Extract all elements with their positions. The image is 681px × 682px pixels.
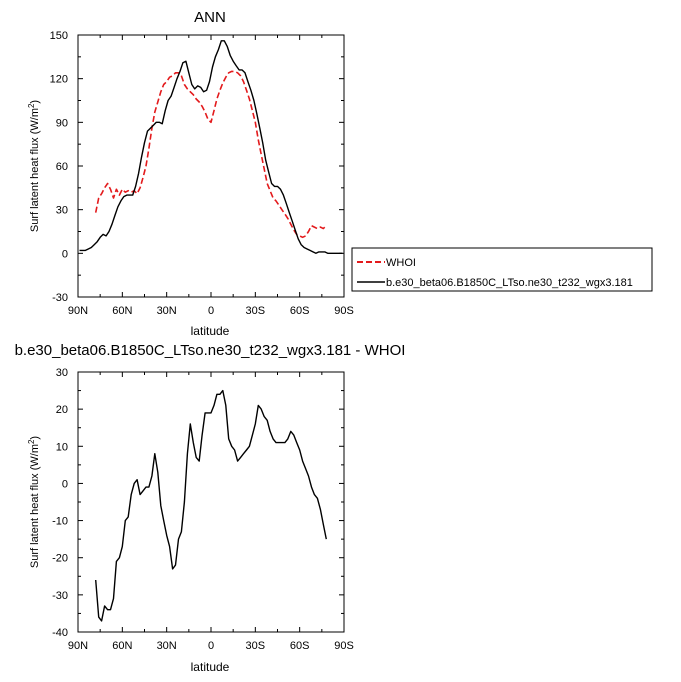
top-y-tick-label: 150 xyxy=(50,30,68,42)
top-x-tick-label: 0 xyxy=(208,305,214,317)
bottom-y-tick-label: 20 xyxy=(56,404,68,416)
bottom-series-line-model xyxy=(95,389,327,622)
legend: WHOI b.e30_beta06.B1850C_LTso.ne30_t232_… xyxy=(351,247,653,292)
bottom-y-tick-label: -40 xyxy=(52,627,68,639)
top-x-tick-label: 90N xyxy=(68,305,88,317)
top-y-tick-label: 60 xyxy=(56,161,68,173)
top-y-tick-label: 120 xyxy=(50,74,68,86)
bottom-x-tick-label: 30S xyxy=(246,640,266,652)
top-y-axis: -30 0 30 60 90 120 150 xyxy=(50,30,344,304)
bottom-x-tick-label: 60S xyxy=(290,640,310,652)
top-x-tick-label: 90S xyxy=(334,305,354,317)
bottom-y-axis-label-sup: 2 xyxy=(27,439,36,444)
bottom-y-axis-label: Surf latent heat flux (W/m2) xyxy=(27,436,41,568)
top-x-tick-label: 30S xyxy=(246,305,266,317)
top-y-tick-label: -30 xyxy=(52,292,68,304)
top-x-tick-label: 60S xyxy=(290,305,310,317)
top-chart-title: ANN xyxy=(194,9,226,26)
top-plot-area xyxy=(79,40,343,255)
top-x-axis-label: latitude xyxy=(191,324,230,338)
top-y-axis-label-close: ) xyxy=(29,100,41,104)
bottom-x-tick-label: 0 xyxy=(208,640,214,652)
bottom-x-tick-label: 90N xyxy=(68,640,88,652)
top-x-axis: 90N 60N 30N 0 30S 60S 90S xyxy=(68,35,354,317)
bottom-y-tick-label: 10 xyxy=(56,441,68,453)
top-y-axis-label: Surf latent heat flux (W/m2) xyxy=(27,100,41,232)
legend-label-model: b.e30_beta06.B1850C_LTso.ne30_t232_wgx3.… xyxy=(386,277,633,289)
top-series-line-model xyxy=(79,40,343,255)
bottom-plot-area xyxy=(95,389,327,622)
bottom-x-axis: 90N 60N 30N 0 30S 60S 90S xyxy=(68,372,354,652)
panel-top: ANN -30 0 30 60 90 120 150 90N 60N 30N 0 30S 60S 90S… xyxy=(27,9,653,338)
bottom-y-tick-label: 30 xyxy=(56,367,68,379)
bottom-y-tick-label: 0 xyxy=(62,478,68,490)
top-x-tick-label: 30N xyxy=(157,305,177,317)
top-y-axis-label-main: Surf latent heat flux (W/m xyxy=(29,108,41,232)
bottom-y-tick-label: -10 xyxy=(52,516,68,528)
bottom-x-axis-label: latitude xyxy=(191,660,230,674)
top-y-axis-label-sup: 2 xyxy=(27,103,36,108)
legend-label-whoi: WHOI xyxy=(386,257,416,269)
top-y-tick-label: 90 xyxy=(56,117,68,129)
bottom-x-tick-label: 30N xyxy=(157,640,177,652)
legend-box xyxy=(351,247,653,292)
bottom-plot-frame xyxy=(77,371,345,633)
top-y-tick-label: 30 xyxy=(56,205,68,217)
bottom-x-tick-label: 60N xyxy=(112,640,132,652)
bottom-y-axis: -40 -30 -20 -10 0 10 20 30 xyxy=(52,367,344,639)
bottom-chart-title: b.e30_beta06.B1850C_LTso.ne30_t232_wgx3.… xyxy=(15,342,406,359)
top-y-tick-label: 0 xyxy=(62,248,68,260)
panel-bottom: b.e30_beta06.B1850C_LTso.ne30_t232_wgx3.… xyxy=(15,342,406,674)
bottom-x-tick-label: 90S xyxy=(334,640,354,652)
bottom-y-axis-label-main: Surf latent heat flux (W/m xyxy=(29,444,41,568)
top-series-line-whoi xyxy=(94,70,327,239)
bottom-y-tick-label: -30 xyxy=(52,590,68,602)
bottom-y-tick-label: -20 xyxy=(52,553,68,565)
bottom-y-axis-label-close: ) xyxy=(29,436,41,440)
top-x-tick-label: 60N xyxy=(112,305,132,317)
